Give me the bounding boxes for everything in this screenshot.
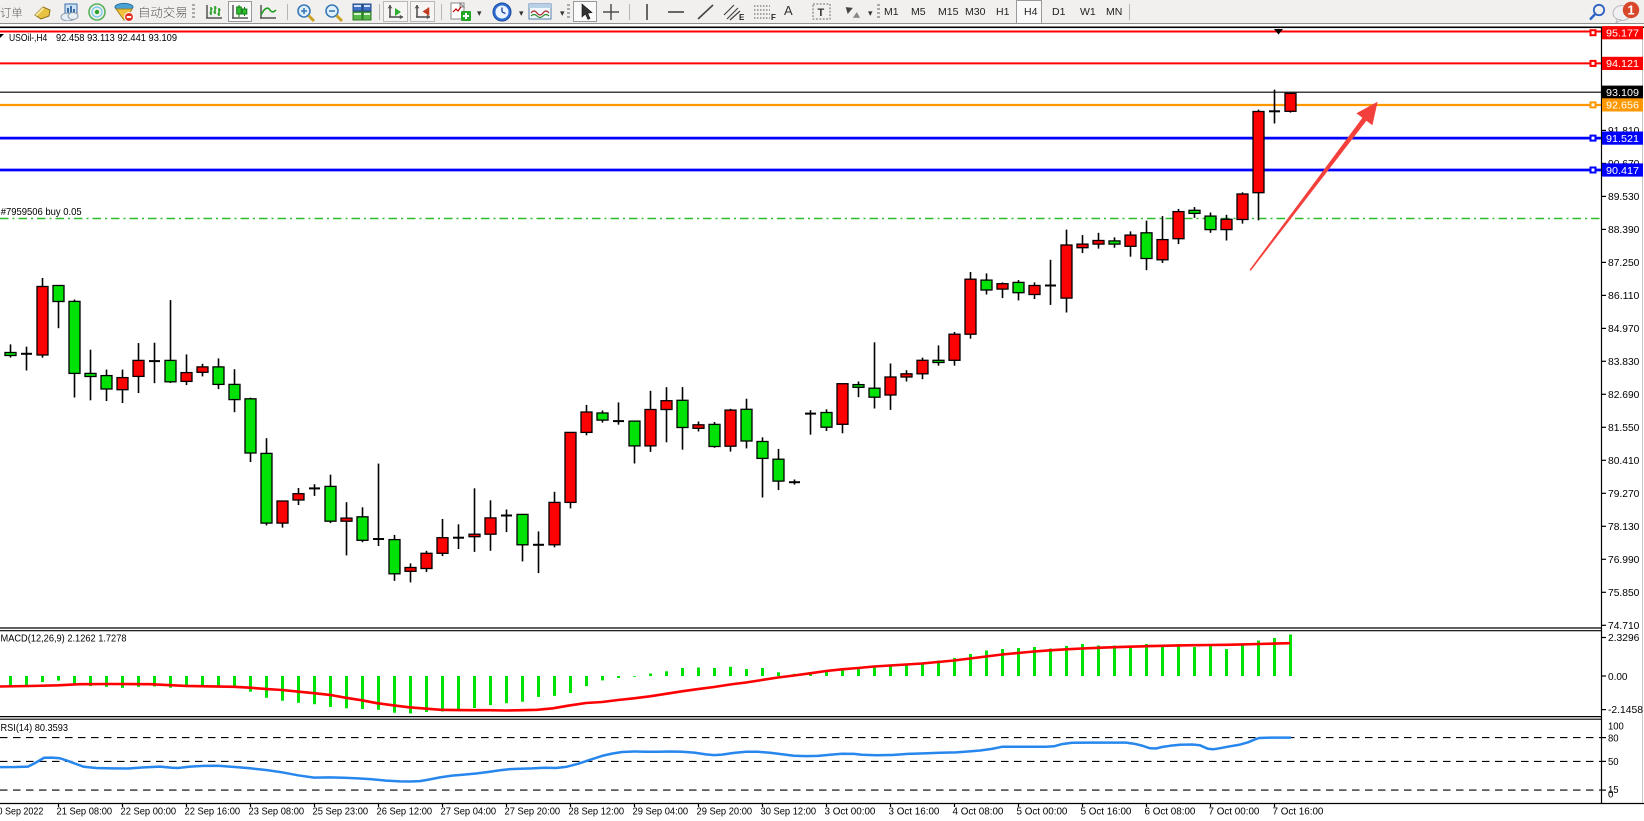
svg-text:86.110: 86.110: [1608, 290, 1640, 302]
svg-text:6 Oct 08:00: 6 Oct 08:00: [1145, 806, 1196, 818]
svg-text:27 Sep 04:00: 27 Sep 04:00: [441, 806, 497, 818]
svg-text:4 Oct 08:00: 4 Oct 08:00: [953, 806, 1004, 818]
svg-text:74.710: 74.710: [1608, 620, 1640, 632]
svg-text:30 Sep 12:00: 30 Sep 12:00: [761, 806, 817, 818]
svg-text:80.410: 80.410: [1608, 455, 1640, 467]
svg-text:29 Sep 20:00: 29 Sep 20:00: [697, 806, 753, 818]
svg-text:95.177: 95.177: [1606, 28, 1639, 40]
svg-text:MACD(12,26,9) 2.1262 1.7278: MACD(12,26,9) 2.1262 1.7278: [1, 633, 127, 645]
svg-text:92.458 93.113 92.441 93.109: 92.458 93.113 92.441 93.109: [56, 32, 177, 44]
svg-text:#7959506 buy 0.05: #7959506 buy 0.05: [1, 206, 82, 218]
svg-text:-2.1458: -2.1458: [1608, 704, 1643, 716]
svg-text:0: 0: [1608, 788, 1614, 800]
svg-text:5 Oct 16:00: 5 Oct 16:00: [1081, 806, 1132, 818]
svg-text:84.970: 84.970: [1608, 323, 1640, 335]
svg-text:T: T: [818, 7, 825, 19]
svg-text:E: E: [739, 13, 745, 22]
svg-text:23 Sep 08:00: 23 Sep 08:00: [249, 806, 305, 818]
svg-text:22 Sep 00:00: 22 Sep 00:00: [121, 806, 177, 818]
svg-text:5 Oct 00:00: 5 Oct 00:00: [1017, 806, 1068, 818]
svg-text:3 Oct 00:00: 3 Oct 00:00: [825, 806, 876, 818]
svg-text:81.550: 81.550: [1608, 422, 1640, 434]
svg-text:22 Sep 16:00: 22 Sep 16:00: [185, 806, 241, 818]
svg-text:0.00: 0.00: [1608, 671, 1628, 683]
svg-text:1: 1: [1627, 3, 1634, 18]
svg-text:80: 80: [1608, 732, 1619, 744]
svg-text:7 Oct 16:00: 7 Oct 16:00: [1273, 806, 1324, 818]
svg-text:90.417: 90.417: [1606, 165, 1639, 177]
svg-text:20 Sep 2022: 20 Sep 2022: [0, 806, 44, 818]
svg-text:21 Sep 08:00: 21 Sep 08:00: [57, 806, 113, 818]
svg-text:2.3296: 2.3296: [1608, 632, 1640, 644]
svg-text:50: 50: [1608, 756, 1619, 768]
svg-text:15: 15: [1608, 784, 1619, 796]
svg-text:79.270: 79.270: [1608, 488, 1640, 500]
svg-text:87.250: 87.250: [1608, 257, 1640, 269]
svg-text:94.121: 94.121: [1606, 58, 1639, 70]
svg-text:91.521: 91.521: [1606, 133, 1639, 145]
svg-text:89.530: 89.530: [1608, 191, 1640, 203]
svg-text:82.690: 82.690: [1608, 389, 1640, 401]
svg-text:27 Sep 20:00: 27 Sep 20:00: [505, 806, 561, 818]
svg-text:28 Sep 12:00: 28 Sep 12:00: [569, 806, 625, 818]
svg-text:92.656: 92.656: [1606, 100, 1639, 112]
svg-text:78.130: 78.130: [1608, 521, 1640, 533]
svg-text:3 Oct 16:00: 3 Oct 16:00: [889, 806, 940, 818]
svg-text:29 Sep 04:00: 29 Sep 04:00: [633, 806, 689, 818]
svg-text:USOil-,H4: USOil-,H4: [9, 32, 47, 44]
svg-text:25 Sep 23:00: 25 Sep 23:00: [313, 806, 369, 818]
svg-text:RSI(14) 80.3593: RSI(14) 80.3593: [1, 722, 69, 734]
svg-text:26 Sep 12:00: 26 Sep 12:00: [377, 806, 433, 818]
svg-text:83.830: 83.830: [1608, 356, 1640, 368]
svg-text:76.990: 76.990: [1608, 554, 1640, 566]
svg-text:75.850: 75.850: [1608, 587, 1640, 599]
svg-text:93.109: 93.109: [1606, 87, 1639, 99]
svg-text:7 Oct 00:00: 7 Oct 00:00: [1209, 806, 1260, 818]
svg-text:F: F: [771, 13, 776, 22]
svg-text:100: 100: [1608, 721, 1624, 733]
svg-text:88.390: 88.390: [1608, 224, 1640, 236]
